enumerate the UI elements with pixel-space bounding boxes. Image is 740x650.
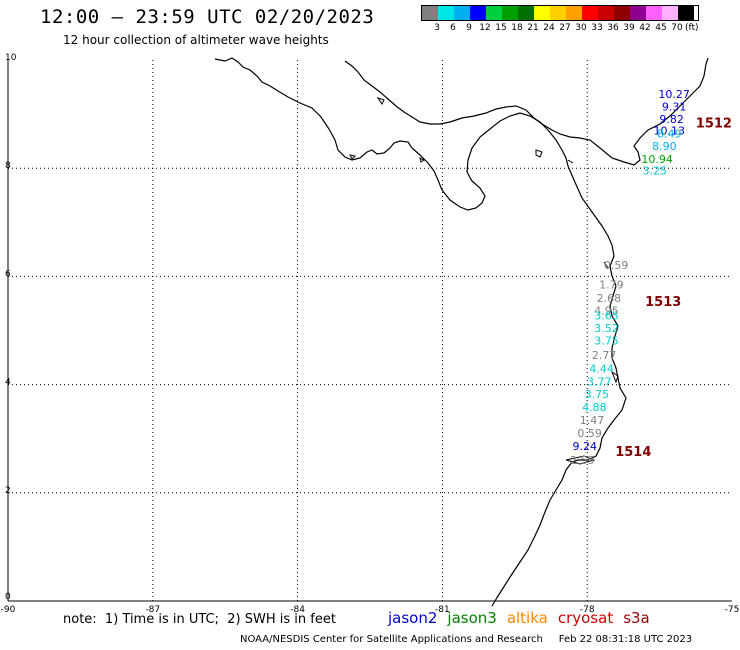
color-scale-legend: 3 6 9 12 15 18 21 24 27 30 33 36 39 42 45 70 (ft) [421, 5, 699, 35]
legend-label: 9 [466, 23, 472, 33]
pass-number-label: 1512 [696, 117, 732, 132]
wave-height-reading: 4.44 [589, 363, 614, 376]
map-title: 12:00 – 23:59 UTC 02/20/2023 [40, 6, 375, 28]
wave-height-reading: 3.77 [587, 376, 612, 389]
legend-swatch [662, 6, 678, 20]
y-tick-label: 2 [5, 486, 11, 496]
mission-label: jason3 [447, 609, 497, 627]
wave-height-reading: 0.59 [604, 259, 629, 272]
legend-swatch [566, 6, 582, 20]
legend-label: 70 [671, 23, 683, 33]
wave-height-reading: 1.47 [580, 414, 605, 427]
wave-height-reading: 2.68 [597, 292, 622, 305]
map-axes: -90 -87 -84 -81 -78 -75 10 8 6 4 2 0 [1, 53, 740, 615]
legend-label: 36 [607, 23, 619, 33]
legend-labels: 3 6 9 12 15 18 21 24 27 30 33 36 39 42 45 70 (ft) [421, 23, 699, 35]
wave-height-reading: 4.95 [594, 304, 619, 317]
mission-legend: jason2 jason3 altika cryosat s3a [388, 609, 660, 627]
y-tick-label: 0 [5, 592, 11, 602]
legend-label: 24 [543, 23, 555, 33]
legend-label: 42 [639, 23, 651, 33]
wave-height-reading: 3.75 [585, 388, 610, 401]
islands [349, 97, 619, 465]
wave-height-reading: 10.94 [641, 153, 673, 166]
wave-height-reading: 2.77 [592, 349, 617, 362]
legend-label: 12 [479, 23, 491, 33]
legend-swatch [550, 6, 566, 20]
x-tick-label: -90 [1, 605, 16, 615]
x-tick-label: -75 [725, 605, 740, 615]
legend-swatch [438, 6, 454, 20]
map-subtitle: 12 hour collection of altimeter wave hei… [63, 33, 329, 47]
legend-label: 21 [527, 23, 539, 33]
wave-height-reading: 9.31 [662, 100, 687, 113]
legend-swatch [646, 6, 662, 20]
y-tick-label: 10 [5, 53, 17, 63]
legend-swatch [486, 6, 502, 20]
wave-height-reading: 8.49 [657, 127, 682, 140]
pass-number-label: 1513 [645, 295, 681, 310]
wave-height-reading: 10.13 [654, 125, 686, 138]
pass-number-label: 1514 [615, 445, 651, 460]
wave-height-reading: 3.65 [594, 310, 619, 323]
legend-swatch [534, 6, 550, 20]
legend-swatch [614, 6, 630, 20]
coastline-panama [214, 57, 627, 607]
wave-height-reading: 4.88 [582, 401, 607, 414]
legend-label: 39 [623, 23, 635, 33]
coastline-caribbean [344, 57, 709, 166]
x-tick-label: -84 [290, 605, 305, 615]
wave-height-reading: 0.59 [577, 427, 602, 440]
legend-swatch [470, 6, 486, 20]
legend-swatches [421, 5, 699, 21]
legend-swatch [630, 6, 646, 20]
wave-height-reading: 3.75 [594, 335, 619, 348]
legend-swatch [502, 6, 518, 20]
wave-height-reading: 9.82 [659, 113, 684, 126]
wave-height-reading: 1.79 [599, 278, 624, 291]
coastline [214, 57, 709, 607]
wave-height-readings: 10.279.319.8210.138.498.9010.943.250.591… [570, 88, 690, 467]
mission-label: s3a [623, 609, 650, 627]
wave-height-reading: 9.24 [573, 440, 598, 453]
wave-height-reading: 3.52 [594, 322, 619, 335]
legend-swatch [582, 6, 598, 20]
legend-label: 18 [511, 23, 523, 33]
y-tick-label: 4 [5, 378, 11, 388]
x-tick-label: -81 [435, 605, 450, 615]
mission-label: cryosat [557, 609, 614, 627]
y-tick-label: 6 [5, 269, 11, 279]
x-tick-label: -78 [580, 605, 595, 615]
pass-labels: 1512 1513 1514 [615, 117, 732, 460]
legend-label: 30 [575, 23, 587, 33]
legend-label: 27 [559, 23, 571, 33]
legend-swatch [454, 6, 470, 20]
wave-height-reading: 3.25 [643, 165, 668, 178]
legend-label: 33 [591, 23, 603, 33]
mission-label: altika [506, 609, 548, 627]
wave-height-reading: 10.27 [658, 88, 690, 101]
credit-text: NOAA/NESDIS Center for Satellite Applica… [240, 634, 693, 645]
wave-height-reading: 8.90 [652, 140, 677, 153]
legend-label: 45 [655, 23, 667, 33]
legend-label: 6 [450, 23, 456, 33]
legend-swatch [598, 6, 614, 20]
wave-height-reading: 2.55 [570, 454, 595, 467]
map-gridlines [8, 60, 732, 601]
x-tick-label: -87 [145, 605, 160, 615]
legend-swatch [422, 6, 438, 20]
legend-label: 15 [495, 23, 507, 33]
legend-unit: (ft) [685, 23, 699, 33]
mission-label: jason2 [388, 609, 438, 627]
legend-swatch [678, 6, 694, 20]
y-tick-label: 8 [5, 161, 11, 171]
legend-swatch [518, 6, 534, 20]
legend-label: 3 [434, 23, 440, 33]
note-text: note: 1) Time is in UTC; 2) SWH is in fe… [63, 612, 336, 627]
